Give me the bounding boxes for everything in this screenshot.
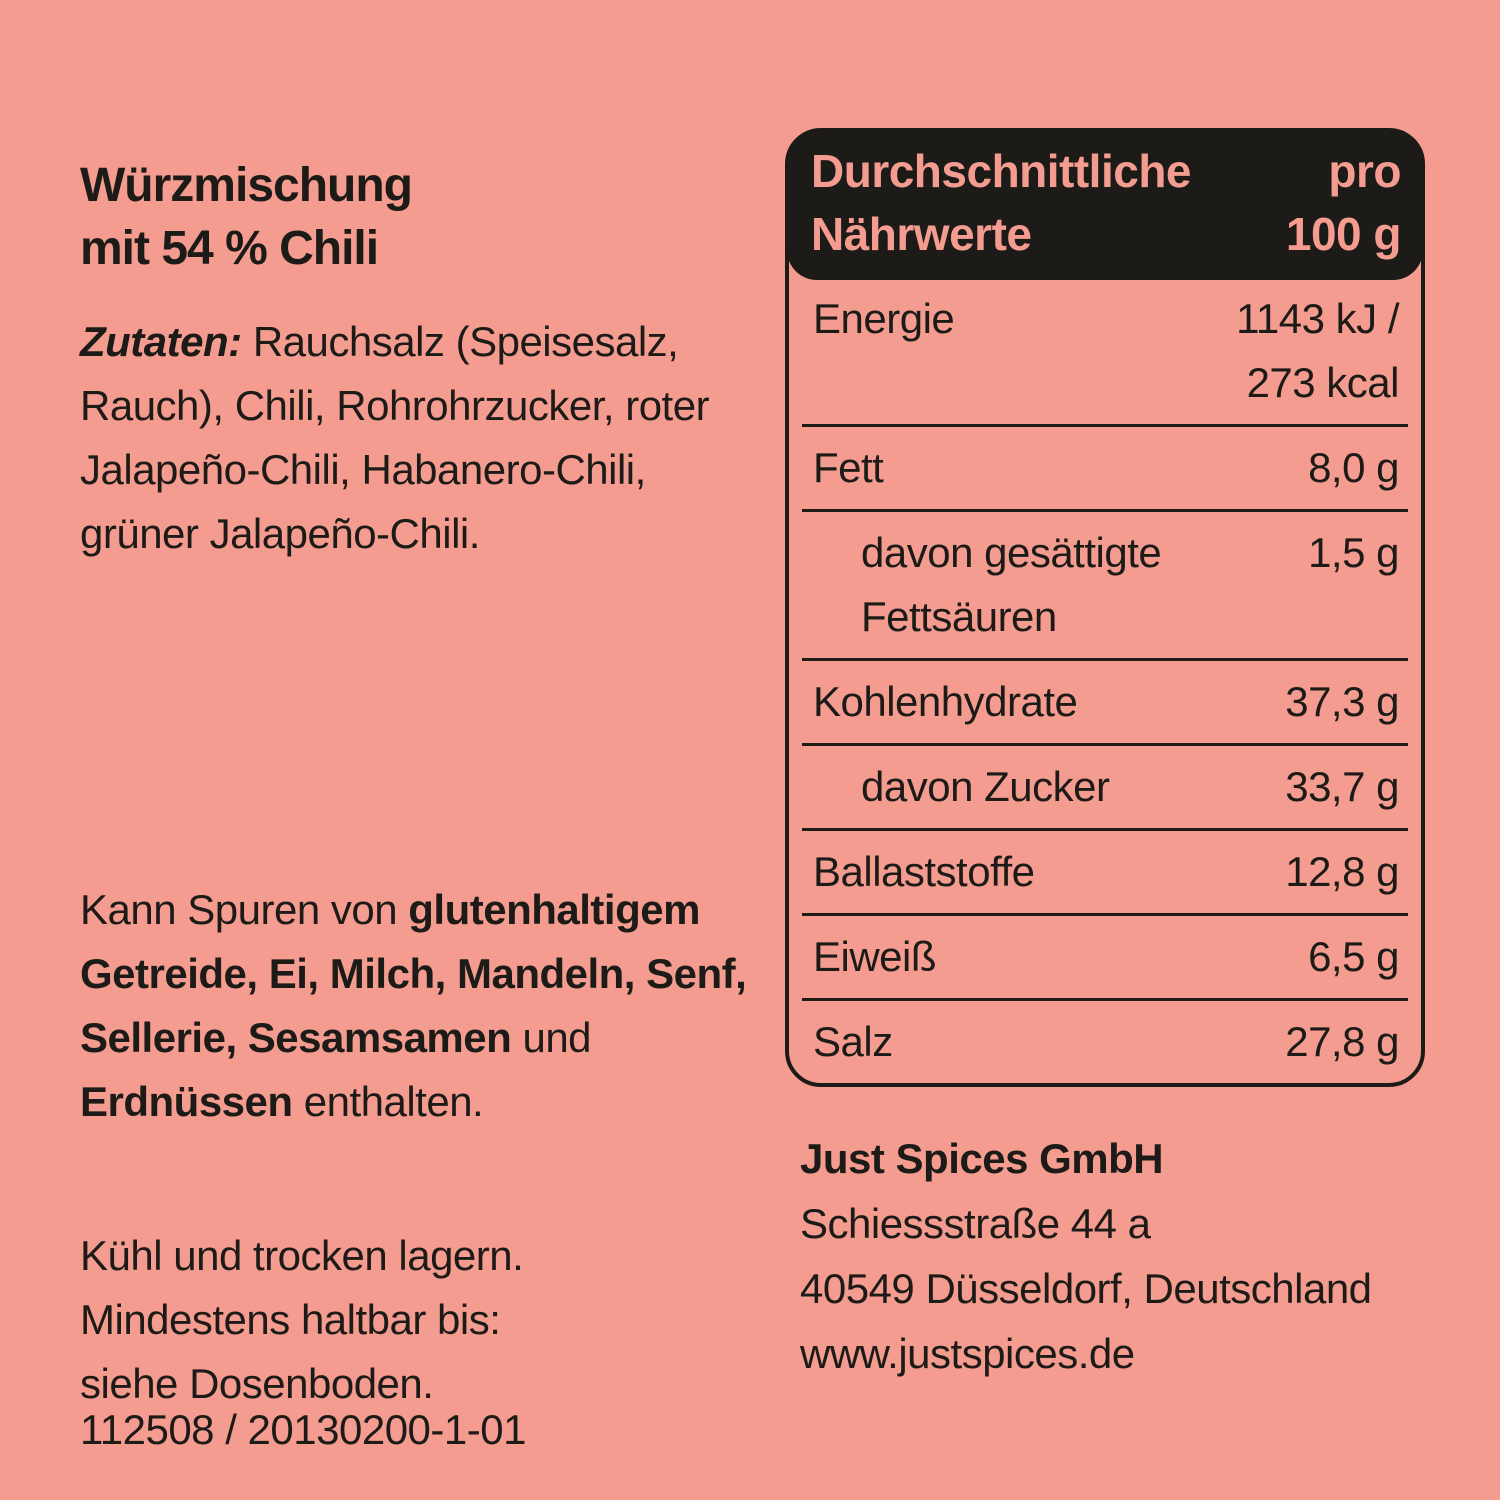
row-divider [802,913,1408,916]
ingredients-text: Zutaten: Rauchsalz (Speisesalz, Rauch), C… [80,310,780,566]
storage-instructions: Kühl und trocken lagern. Mindestens haltb… [80,1224,780,1416]
nutrient-value-line: 1,5 g [1308,529,1399,576]
nutrient-label: Fett [813,436,884,500]
nutrition-header-unit: pro 100 g [1285,140,1402,266]
nutrition-row: Ballaststoffe 12,8 g [789,831,1421,913]
row-divider [802,998,1408,1001]
nutrient-label-line: Energie [813,295,955,342]
address-line: Just Spices GmbH [800,1135,1164,1182]
ingredients-line: Zutaten: Rauchsalz (Speisesalz, [80,318,679,365]
nutrient-value-line: 273 kcal [1246,359,1400,406]
nutrition-header-title: Durchschnittliche Nährwerte [811,140,1192,266]
nutrient-value: 1143 kJ / 273 kcal [1236,287,1399,415]
nutrient-value-line: 12,8 g [1285,848,1399,895]
nutrition-row: Kohlenhydrate 37,3 g [789,661,1421,743]
row-divider [802,828,1408,831]
storage-line: Kühl und trocken lagern. [80,1232,524,1279]
storage-line: siehe Dosenboden. [80,1360,434,1407]
header-title-line: Nährwerte [811,208,1032,260]
nutrient-value-line: 27,8 g [1285,1018,1399,1065]
nutrition-rows: Energie 1143 kJ / 273 kcal Fett 8,0 g davon g… [789,278,1421,1083]
nutrient-label: Salz [813,1010,893,1074]
nutrition-table: Durchschnittliche Nährwerte pro 100 g Ener… [785,128,1425,1087]
ingredients-line: grüner Jalapeño-Chili. [80,510,480,557]
nutrient-value: 6,5 g [1308,925,1399,989]
nutrient-label-line: davon gesättigte [861,529,1162,576]
product-title: Würzmischung mit 54 % Chili [80,154,413,280]
header-unit-line: 100 g [1285,208,1402,260]
nutrient-label: Ballaststoffe [813,840,1035,904]
nutrient-value-line: 33,7 g [1285,763,1399,810]
nutrient-value: 27,8 g [1285,1010,1399,1074]
nutrient-label-line: Fett [813,444,884,491]
address-line: www.justspices.de [800,1330,1135,1377]
nutrient-label-line: Eiweiß [813,933,937,980]
ingredients-line: Jalapeño-Chili, Habanero-Chili, [80,446,646,493]
nutrient-label-line: Ballaststoffe [813,848,1035,895]
storage-line: Mindestens haltbar bis: [80,1296,501,1343]
nutrient-value-line: 37,3 g [1285,678,1399,725]
header-title-line: Durchschnittliche [811,145,1192,197]
nutrient-label: Eiweiß [813,925,937,989]
address-line: Schiessstraße 44 a [800,1200,1151,1247]
nutrient-value: 8,0 g [1308,436,1399,500]
company-address: Just Spices GmbH Schiessstraße 44 a 40549 … [800,1126,1372,1386]
header-unit-line: pro [1328,145,1401,197]
nutrition-row: Fett 8,0 g [789,427,1421,509]
nutrient-label: Energie [813,287,955,351]
nutrient-value-line: 1143 kJ / [1236,295,1399,342]
nutrient-label-line: davon Zucker [861,763,1110,810]
nutrient-label: davon gesättigte Fettsäuren [861,521,1162,649]
nutrient-value: 37,3 g [1285,670,1399,734]
nutrient-label-line: Kohlenhydrate [813,678,1078,725]
row-divider [802,743,1408,746]
allergen-line: Kann Spuren von glutenhaltigem [80,886,700,933]
nutrition-row: davon gesättigte Fettsäuren 1,5 g [789,512,1421,658]
nutrient-label-line: Fettsäuren [861,593,1057,640]
nutrient-value: 33,7 g [1285,755,1399,819]
batch-code: 112508 / 20130200-1-01 [80,1406,526,1453]
address-line: 40549 Düsseldorf, Deutschland [800,1265,1372,1312]
row-divider [802,424,1408,427]
nutrient-label-line: Salz [813,1018,893,1065]
nutrient-value-line: 8,0 g [1308,444,1399,491]
ingredients-line: Rauch), Chili, Rohrohrzucker, roter [80,382,710,429]
nutrient-label: Kohlenhydrate [813,670,1078,734]
row-divider [802,509,1408,512]
nutrient-value: 1,5 g [1308,521,1399,585]
nutrition-row: Energie 1143 kJ / 273 kcal [789,278,1421,424]
allergen-line: Getreide, Ei, Milch, Mandeln, Senf, [80,950,747,997]
nutrient-value: 12,8 g [1285,840,1399,904]
nutrition-table-header: Durchschnittliche Nährwerte pro 100 g [787,130,1423,280]
row-divider [802,658,1408,661]
allergen-notice: Kann Spuren von glutenhaltigem Getreide, … [80,878,780,1134]
nutrient-value-line: 6,5 g [1308,933,1399,980]
title-line: Würzmischung [80,159,413,213]
allergen-line: Sellerie, Sesamsamen und [80,1014,592,1061]
nutrition-row: Eiweiß 6,5 g [789,916,1421,998]
nutrition-row: davon Zucker 33,7 g [789,746,1421,828]
allergen-line: Erdnüssen enthalten. [80,1078,484,1125]
nutrition-row: Salz 27,8 g [789,1001,1421,1083]
title-line: mit 54 % Chili [80,222,379,276]
nutrient-label: davon Zucker [861,755,1110,819]
